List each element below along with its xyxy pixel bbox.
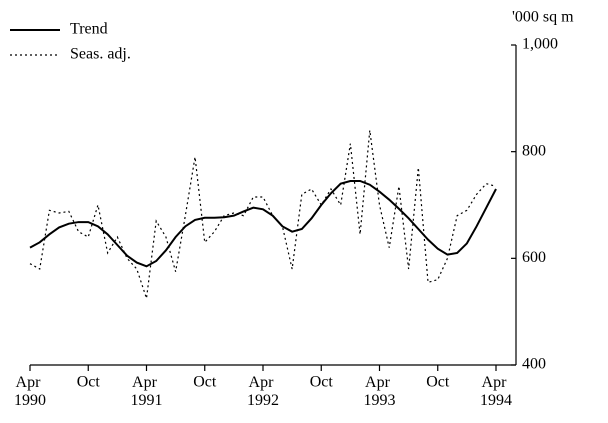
x-tick-label: Oct <box>77 374 101 391</box>
legend-label: Trend <box>70 21 108 38</box>
x-tick-label: Oct <box>310 374 334 391</box>
x-tick-label: Apr 1993 <box>364 374 396 409</box>
legend-label: Seas. adj. <box>70 46 131 63</box>
series-line <box>29 180 497 268</box>
y-tick-label: 1,000 <box>522 36 558 53</box>
x-tick-label: Oct <box>193 374 217 391</box>
x-tick-label: Apr 1994 <box>480 374 512 409</box>
y-tick-label: 800 <box>522 142 546 159</box>
y-tick-label: 600 <box>522 249 546 266</box>
series-line <box>29 130 497 299</box>
x-tick-label: Apr 1991 <box>131 374 163 409</box>
x-tick-label: Apr 1990 <box>14 374 46 409</box>
x-tick-label: Oct <box>426 374 450 391</box>
y-axis-label: '000 sq m <box>512 9 574 26</box>
y-tick-label: 400 <box>522 356 546 373</box>
x-tick-label: Apr 1992 <box>247 374 279 409</box>
